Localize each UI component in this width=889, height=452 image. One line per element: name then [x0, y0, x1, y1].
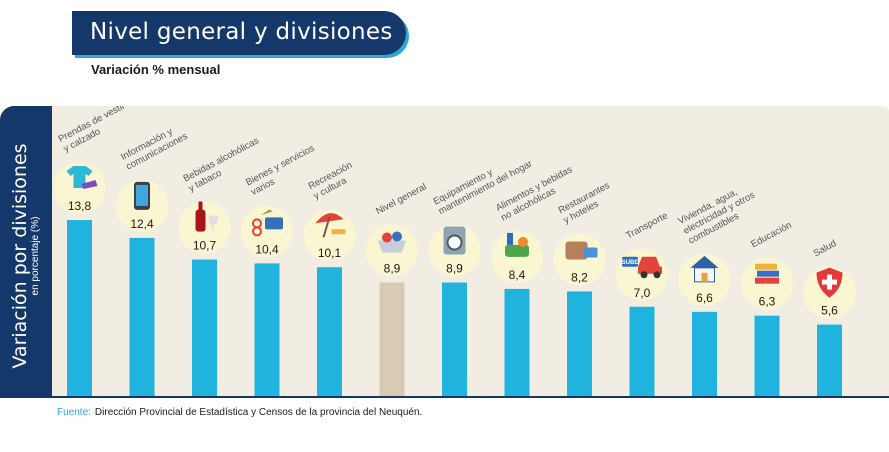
value-label: 8,9: [446, 262, 463, 276]
groceries-icon: [505, 232, 529, 257]
svg-text:SUBE: SUBE: [622, 260, 639, 266]
shopping-basket-icon: [378, 231, 406, 253]
category-label: Recreacióny cultura: [307, 160, 360, 202]
value-label: 13,8: [68, 199, 92, 213]
bar: [67, 220, 92, 396]
tshirt-icon: [66, 166, 98, 190]
smartphone-icon: [134, 181, 150, 210]
house-icon: [690, 255, 719, 283]
category-label: Prendas de vestiry calzado: [57, 106, 133, 155]
category-label: Información ycomunicaciones: [119, 121, 190, 173]
x-axis-line: [52, 396, 889, 398]
y-axis-unit: en porcentaje (%): [29, 216, 41, 296]
bar: [629, 306, 655, 396]
value-label: 12,4: [130, 217, 154, 231]
value-label: 10,1: [318, 246, 342, 260]
suitcase-icon: [565, 241, 598, 260]
value-label: 8,9: [384, 262, 401, 276]
y-axis-title: Variación por divisiones: [8, 143, 31, 369]
value-label: 6,6: [696, 291, 713, 305]
category-label: Educación: [749, 220, 793, 251]
value-label: 10,4: [255, 242, 279, 256]
value-label: 7,0: [634, 286, 651, 300]
y-axis-label: Variación por divisiones en porcentaje (…: [8, 106, 41, 406]
page-subtitle: Variación % mensual: [91, 62, 221, 77]
bar: [317, 267, 342, 396]
source-note: Fuente: Dirección Provincial de Estadísti…: [57, 407, 422, 418]
beach-umbrella-icon: [315, 213, 346, 238]
value-label: 8,2: [571, 270, 588, 284]
category-label: Nivel general: [374, 181, 428, 217]
scissors-card-icon: [252, 209, 283, 237]
bar-chart: 13,8 Prendas de vestiry calzado 12,4 Inform…: [53, 106, 856, 396]
bar: [692, 311, 717, 396]
bar: [567, 291, 592, 396]
category-label: Restaurantesy hoteles: [557, 180, 617, 226]
bar: [817, 324, 842, 396]
wine-bottle-icon: [195, 201, 219, 232]
bar: [379, 282, 405, 396]
car-icon: SUBE: [622, 256, 662, 279]
bar: [442, 282, 467, 396]
health-shield-icon: [816, 267, 843, 298]
books-icon: [755, 263, 779, 284]
category-label: Transporte: [624, 210, 669, 241]
value-label: 8,4: [509, 268, 526, 282]
source-label: Fuente:: [57, 407, 91, 418]
bar: [254, 263, 280, 396]
bar: [129, 237, 155, 396]
category-label: Vivienda, agua,electricidad y otroscombu…: [676, 180, 762, 246]
category-label: Salud: [812, 238, 839, 259]
bar: [192, 259, 217, 396]
side-panel: Variación por divisiones en porcentaje (…: [0, 106, 52, 398]
bar: [754, 315, 780, 396]
title-banner: Nivel general y divisiones: [72, 11, 406, 55]
bar: [504, 288, 530, 396]
chart-area: 13,8 Prendas de vestiry calzado 12,4 Inform…: [52, 106, 889, 398]
value-label: 10,7: [193, 239, 217, 253]
source-text: Dirección Provincial de Estadística y Ce…: [94, 407, 423, 418]
page-title: Nivel general y divisiones: [90, 19, 393, 45]
value-label: 5,6: [821, 304, 838, 318]
value-label: 6,3: [759, 295, 776, 309]
washing-machine-icon: [443, 226, 466, 255]
